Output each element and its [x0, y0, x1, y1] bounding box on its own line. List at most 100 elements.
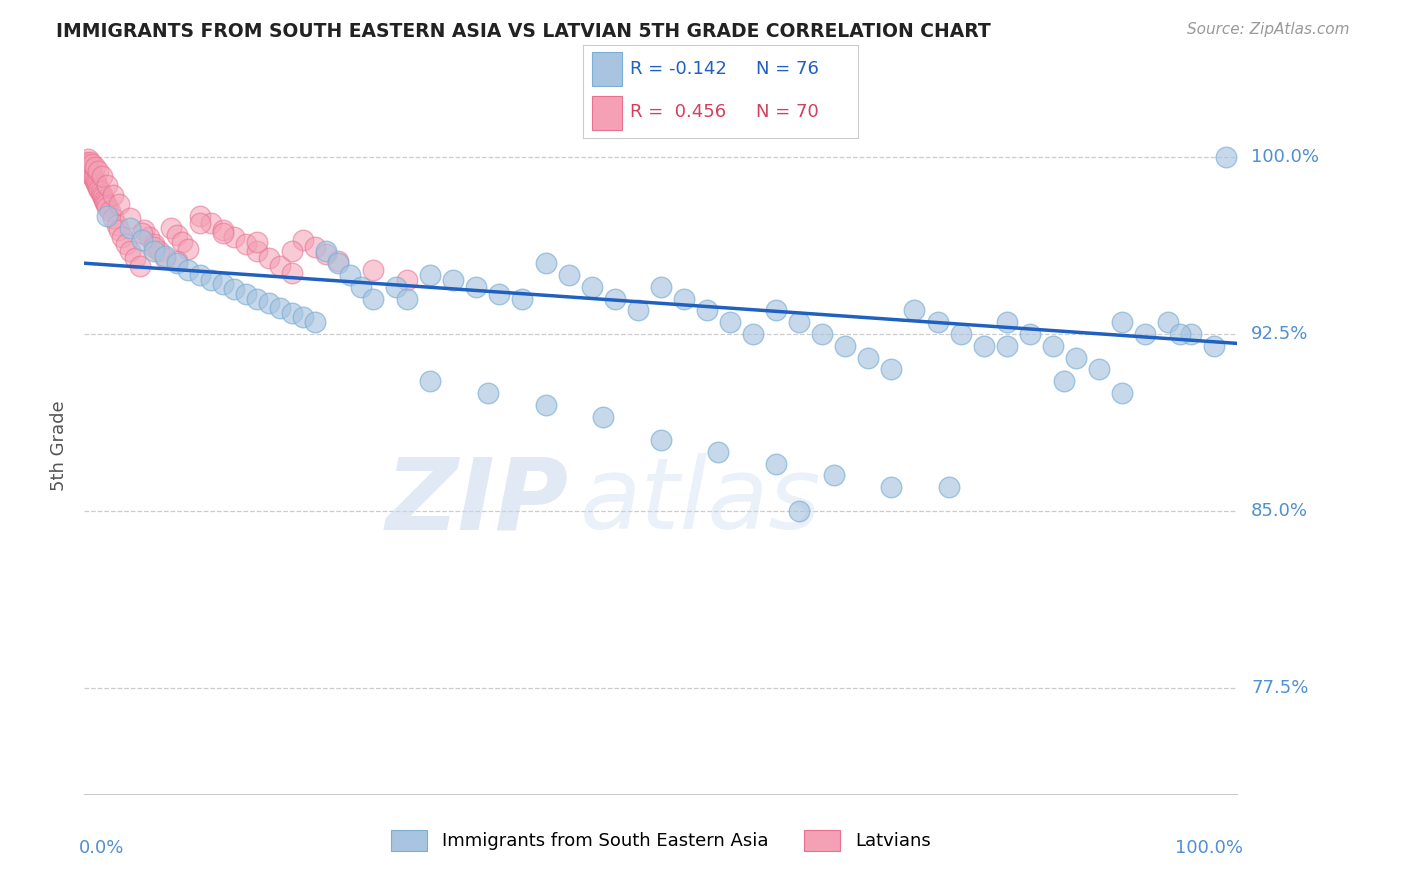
- Point: [134, 223, 156, 237]
- Point: [96, 200, 118, 214]
- Point: [79, 154, 101, 169]
- Point: [200, 273, 222, 287]
- Point: [269, 259, 291, 273]
- Point: [995, 315, 1018, 329]
- Point: [315, 244, 337, 259]
- Point: [188, 216, 211, 230]
- Point: [326, 256, 349, 270]
- Point: [77, 161, 100, 176]
- Point: [108, 197, 131, 211]
- Point: [86, 178, 108, 193]
- Point: [188, 209, 211, 223]
- Point: [76, 160, 98, 174]
- Point: [823, 468, 845, 483]
- Point: [166, 253, 188, 268]
- Point: [1168, 326, 1191, 341]
- Point: [880, 362, 903, 376]
- Text: N = 70: N = 70: [756, 103, 818, 121]
- Point: [120, 220, 142, 235]
- Point: [765, 303, 787, 318]
- Point: [938, 480, 960, 494]
- Text: 100.0%: 100.0%: [1175, 839, 1243, 857]
- Point: [1204, 339, 1226, 353]
- Point: [995, 339, 1018, 353]
- Y-axis label: 5th Grade: 5th Grade: [51, 401, 69, 491]
- Point: [927, 315, 949, 329]
- Point: [84, 176, 107, 190]
- Point: [834, 339, 856, 353]
- Point: [89, 183, 111, 197]
- Point: [696, 303, 718, 318]
- Point: [281, 266, 304, 280]
- Point: [1215, 150, 1237, 164]
- Point: [224, 282, 246, 296]
- Point: [742, 326, 765, 341]
- Point: [211, 223, 233, 237]
- Point: [160, 220, 183, 235]
- Point: [76, 153, 98, 167]
- Point: [419, 268, 441, 282]
- Point: [103, 187, 124, 202]
- Text: 77.5%: 77.5%: [1251, 679, 1309, 697]
- Point: [96, 178, 118, 193]
- Point: [903, 303, 925, 318]
- Point: [1088, 362, 1111, 376]
- Point: [949, 326, 972, 341]
- Point: [973, 339, 995, 353]
- Point: [1111, 386, 1133, 401]
- Point: [627, 303, 650, 318]
- Point: [765, 457, 787, 471]
- Text: IMMIGRANTS FROM SOUTH EASTERN ASIA VS LATVIAN 5TH GRADE CORRELATION CHART: IMMIGRANTS FROM SOUTH EASTERN ASIA VS LA…: [56, 22, 991, 41]
- Point: [93, 193, 115, 207]
- Point: [87, 180, 110, 194]
- Point: [177, 242, 200, 256]
- Point: [89, 186, 111, 200]
- Point: [96, 197, 118, 211]
- Point: [90, 169, 112, 183]
- Point: [103, 211, 124, 226]
- Point: [188, 268, 211, 282]
- Point: [1018, 326, 1040, 341]
- Point: [200, 216, 222, 230]
- Point: [108, 223, 131, 237]
- Point: [1042, 339, 1064, 353]
- Legend: Immigrants from South Eastern Asia, Latvians: Immigrants from South Eastern Asia, Latv…: [384, 822, 938, 858]
- Text: Source: ZipAtlas.com: Source: ZipAtlas.com: [1187, 22, 1350, 37]
- Point: [83, 171, 105, 186]
- Point: [396, 273, 419, 287]
- Point: [534, 398, 557, 412]
- Point: [326, 253, 349, 268]
- Point: [98, 204, 121, 219]
- Bar: [592, 52, 621, 86]
- Point: [292, 310, 315, 325]
- Point: [79, 164, 101, 178]
- Point: [75, 154, 97, 169]
- Text: ZIP: ZIP: [385, 453, 568, 550]
- Point: [350, 280, 373, 294]
- Point: [120, 244, 142, 259]
- Point: [153, 249, 176, 263]
- Text: N = 76: N = 76: [756, 60, 820, 78]
- Text: R =  0.456: R = 0.456: [630, 103, 727, 121]
- Point: [339, 268, 361, 282]
- Point: [1111, 315, 1133, 329]
- Text: atlas: atlas: [581, 453, 821, 550]
- Point: [603, 292, 626, 306]
- Point: [384, 280, 406, 294]
- Point: [269, 301, 291, 315]
- Point: [361, 292, 384, 306]
- Point: [142, 240, 165, 254]
- Point: [128, 259, 150, 273]
- Bar: [592, 96, 621, 130]
- Point: [787, 504, 810, 518]
- Point: [880, 480, 903, 494]
- Point: [76, 157, 98, 171]
- Point: [138, 230, 160, 244]
- Point: [650, 280, 672, 294]
- Point: [235, 286, 257, 301]
- Point: [91, 190, 114, 204]
- Point: [534, 256, 557, 270]
- Point: [82, 169, 104, 183]
- Point: [224, 230, 246, 244]
- Point: [512, 292, 534, 306]
